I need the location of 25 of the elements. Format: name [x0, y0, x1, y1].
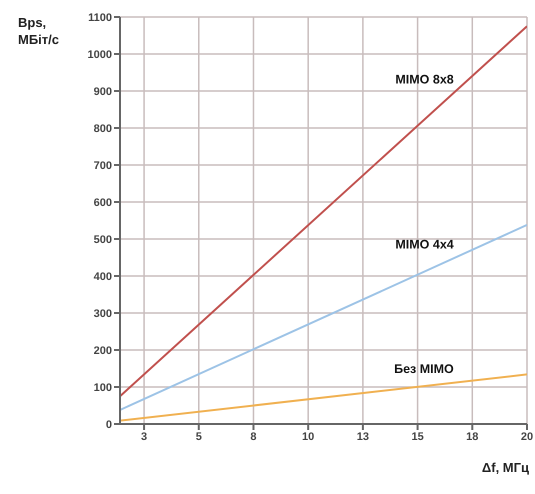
y-tick-label: 500 — [94, 234, 112, 246]
y-tick-label: 1100 — [88, 12, 112, 24]
x-tick-label: 10 — [302, 430, 314, 443]
y-tick-label: 800 — [94, 122, 112, 135]
y-tick-label: 0 — [106, 418, 112, 431]
y-tick-label: 400 — [94, 270, 112, 283]
x-tick-label: 8 — [250, 430, 257, 443]
series-label: MIMO 4x4 — [395, 238, 454, 252]
y-tick-label: 600 — [94, 196, 112, 209]
x-tick-label: 5 — [196, 430, 202, 443]
y-tick-label: 700 — [94, 160, 112, 172]
y-tick-label: 900 — [94, 86, 112, 98]
series-label: MIMO 8x8 — [395, 72, 454, 86]
series-label: Без MIMO — [394, 362, 454, 376]
x-tick-label: 3 — [141, 430, 148, 443]
x-tick-label: 13 — [356, 430, 370, 443]
x-tick-label: 20 — [520, 430, 534, 443]
y-axis-title: Bps, МБіт/с — [18, 14, 59, 48]
y-tick-label: 200 — [94, 344, 112, 357]
x-tick-label: 18 — [466, 430, 478, 443]
y-tick-label: 300 — [94, 308, 112, 320]
y-tick-label: 1000 — [88, 48, 112, 61]
x-axis-title: Δf, МГц — [482, 460, 529, 475]
y-tick-label: 100 — [94, 382, 112, 394]
x-tick-label: 15 — [411, 430, 424, 443]
